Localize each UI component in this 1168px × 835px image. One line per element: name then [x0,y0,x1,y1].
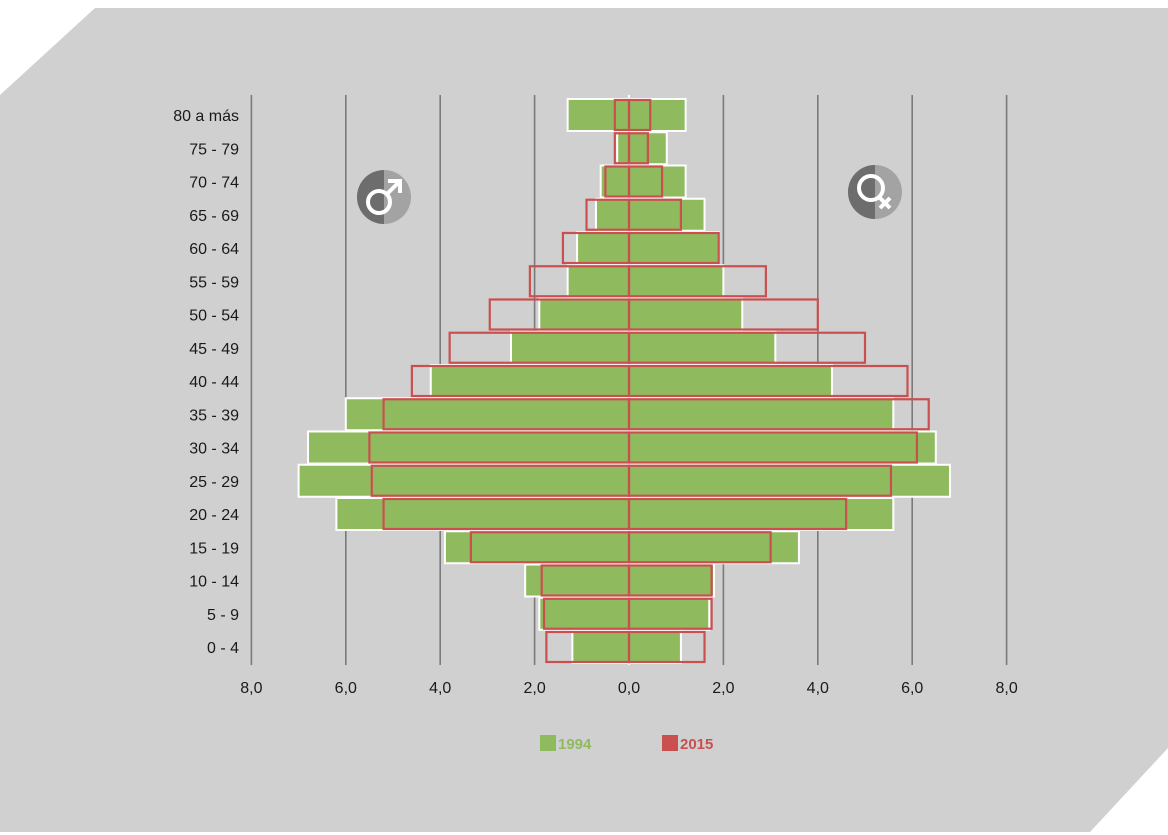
bar-1994-male [538,297,631,332]
bar-2015-female [627,497,848,531]
bar-2015-female [627,132,649,165]
legend-label-1994: 1994 [558,736,592,753]
age-group-label: 50 - 54 [189,308,239,325]
age-group-label: 5 - 9 [207,607,239,624]
age-group-label: 15 - 19 [189,540,239,557]
x-tick-label: 2,0 [712,680,734,697]
age-group-label: 35 - 39 [189,407,239,424]
age-group-label: 60 - 64 [189,241,239,258]
bar-1994-female [628,430,937,465]
legend-swatch-2015 [662,735,678,751]
x-axis-tick-labels: 8,0 6,0 4,0 2,0 0,0 2,0 4,0 6,0 8,0 [240,680,1018,697]
bar-1994-male [566,98,631,132]
x-tick-label: 4,0 [429,680,451,697]
bar-2015-female [627,531,772,564]
bar-1994-female [628,197,706,232]
bar-1994-female [628,596,711,631]
bar-2015-female [627,431,919,464]
bar-1994-male [538,596,631,631]
bar-1994-female [628,397,895,432]
bar-1994-male [429,364,631,398]
age-group-label: 20 - 24 [189,507,239,524]
x-tick-label: 0,0 [618,680,640,697]
bar-2015-female [627,464,893,497]
bar-2015-female [627,630,706,664]
legend-swatch-1994 [540,735,556,751]
x-tick-label: 8,0 [240,680,262,697]
bar-2015-female [627,231,720,265]
bar-2015-female [627,265,767,298]
bar-1994-male [443,530,631,565]
series-2015-bars [368,98,930,664]
age-group-label: 65 - 69 [189,208,239,225]
bar-1994-male [576,231,631,265]
age-group-label: 75 - 79 [189,141,239,158]
x-tick-label: 2,0 [523,680,545,697]
female-icon [848,165,902,219]
bar-1994-female [628,630,682,664]
bar-1994-male [571,630,630,664]
age-group-labels: 0 - 4 5 - 9 10 - 14 15 - 19 20 - 24 25 - 29 30… [173,108,239,657]
age-group-label: 10 - 14 [189,574,239,591]
bar-1994-female [628,563,715,598]
bar-1994-female [628,330,777,365]
series-1994-bars [297,98,951,664]
bar-1994-female [628,98,687,132]
bar-1994-female [628,264,725,299]
x-tick-label: 4,0 [807,680,829,697]
bar-1994-male [335,497,630,531]
bar-1994-female [628,364,833,398]
age-group-label: 30 - 34 [189,441,239,458]
bar-2015-female [627,564,713,597]
bar-1994-male [307,430,630,465]
age-group-label: 70 - 74 [189,175,239,192]
age-group-label: 80 a más [173,108,239,125]
bar-1994-female [628,497,895,531]
legend: 1994 2015 [540,735,713,753]
x-tick-label: 6,0 [901,680,923,697]
bar-1994-female [628,231,720,265]
bar-1994-male [594,197,631,232]
bar-2015-female [627,298,819,331]
bar-1994-male [297,463,630,498]
bar-1994-male [510,330,630,365]
age-group-label: 45 - 49 [189,341,239,358]
age-group-label: 0 - 4 [207,640,239,657]
bar-1994-male [344,397,630,432]
bar-2015-female [627,398,930,431]
x-tick-label: 6,0 [335,680,357,697]
bar-1994-female [628,463,951,498]
bar-1994-female [628,164,687,199]
age-group-label: 40 - 44 [189,374,239,391]
age-group-label: 25 - 29 [189,474,239,491]
legend-label-2015: 2015 [680,736,713,753]
bar-1994-female [628,297,744,332]
bar-2015-female [627,331,867,364]
bar-1994-female [628,530,800,565]
bar-2015-female [627,364,909,398]
bar-1994-male [566,264,631,299]
male-icon [357,170,411,224]
bar-2015-female [627,198,683,231]
x-tick-label: 8,0 [995,680,1017,697]
bar-1994-male [616,131,631,166]
age-group-label: 55 - 59 [189,274,239,291]
bar-2015-female [627,597,713,630]
bar-2015-female [627,98,652,132]
bar-2015-female [627,165,664,198]
